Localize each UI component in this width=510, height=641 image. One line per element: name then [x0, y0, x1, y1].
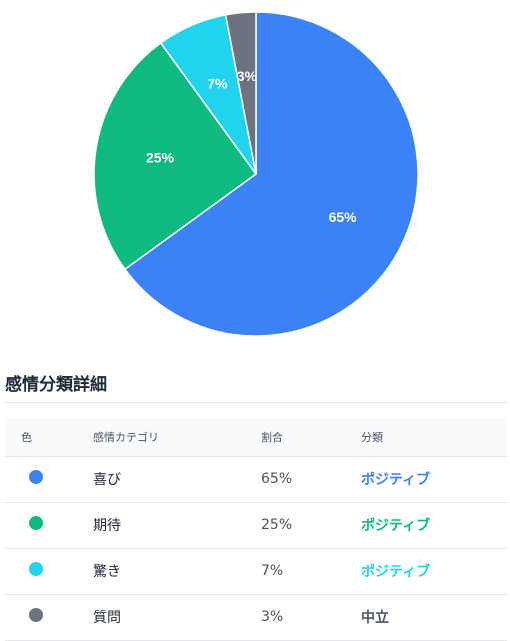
- classification-cell: 中立: [361, 594, 507, 641]
- table-row: 質問 3% 中立: [5, 594, 507, 641]
- category-cell: 喜び: [93, 456, 261, 503]
- table-header-row: 色 感情カテゴリ 割合 分類: [5, 418, 507, 457]
- header-color: 色: [5, 418, 93, 457]
- ratio-cell: 7%: [261, 548, 361, 595]
- classification-cell: ポジティブ: [361, 548, 507, 595]
- category-cell: 期待: [93, 502, 261, 549]
- header-classification: 分類: [361, 418, 507, 457]
- classification-cell: ポジティブ: [361, 502, 507, 549]
- color-dot: [29, 516, 43, 530]
- ratio-cell: 25%: [261, 502, 361, 549]
- section-divider: [5, 402, 507, 403]
- ratio-cell: 65%: [261, 456, 361, 503]
- pie-slice-4: [224, 11, 257, 175]
- section-title: 感情分類詳細: [5, 375, 107, 395]
- table-row: 期待 25% ポジティブ: [5, 502, 507, 549]
- slice-label-3: 7%: [207, 75, 228, 91]
- pie-slice-2: [93, 41, 258, 271]
- classification-cell: ポジティブ: [361, 456, 507, 503]
- color-dot: [29, 470, 43, 484]
- ratio-cell: 3%: [261, 594, 361, 641]
- pie-chart: 65% 25% 7% 3%: [93, 11, 419, 337]
- header-category: 感情カテゴリ: [93, 418, 261, 457]
- pie-slice-1: [123, 11, 419, 337]
- color-dot: [29, 562, 43, 576]
- table-row: 驚き 7% ポジティブ: [5, 548, 507, 595]
- category-cell: 質問: [93, 594, 261, 641]
- slice-label-2: 25%: [146, 149, 175, 165]
- pie-chart-svg: 65% 25% 7% 3%: [93, 11, 419, 337]
- table-row: 喜び 65% ポジティブ: [5, 456, 507, 503]
- slice-label-1: 65%: [329, 209, 358, 225]
- color-dot: [29, 608, 43, 622]
- slice-label-4: 3%: [237, 68, 258, 84]
- category-cell: 驚き: [93, 548, 261, 595]
- emotion-detail-table: 色 感情カテゴリ 割合 分類 喜び 65% ポジティブ 期待 25% ポジティブ…: [5, 418, 507, 641]
- header-ratio: 割合: [261, 418, 361, 457]
